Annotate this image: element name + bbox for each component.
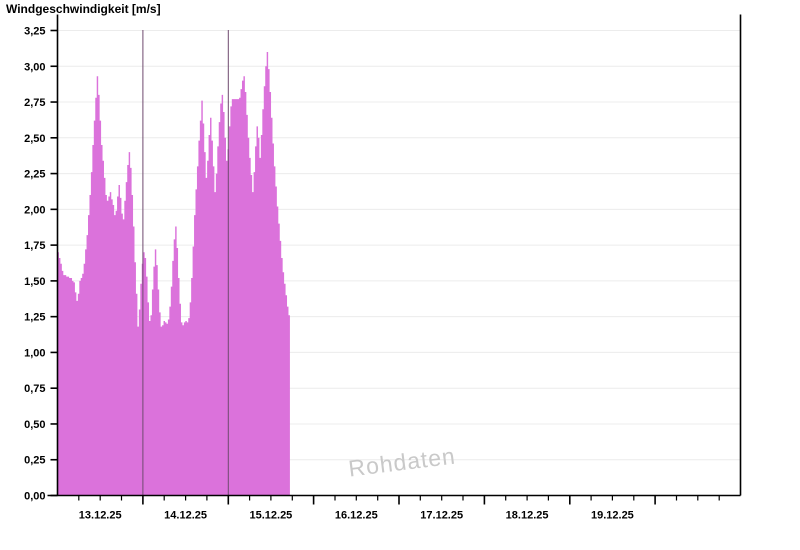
y-tick-label: 1,25 <box>24 312 45 324</box>
y-tick-label: 2,50 <box>24 133 45 145</box>
y-tick-group: 0,00 0,25 0,50 0,75 1,00 1,25 1,50 1,75 2,00 2,25… <box>24 26 58 503</box>
x-tick-label: 16.12.25 <box>335 510 378 522</box>
wind-speed-area <box>57 51 290 496</box>
x-tick-label: 17.12.25 <box>420 510 463 522</box>
day-separator-group <box>142 30 229 496</box>
x-tick-label: 15.12.25 <box>249 510 292 522</box>
watermark-label: Rohdaten <box>347 443 457 482</box>
y-tick-label: 2,00 <box>24 204 45 216</box>
y-tick-label: 0,75 <box>24 383 45 395</box>
y-tick-label: 0,00 <box>24 491 45 503</box>
y-tick-label: 1,75 <box>24 240 45 252</box>
y-tick-label: 0,50 <box>24 419 45 431</box>
x-tick-label: 14.12.25 <box>164 510 207 522</box>
x-tick-label: 18.12.25 <box>506 510 549 522</box>
x-tick-label: 13.12.25 <box>79 510 122 522</box>
y-tick-label: 3,00 <box>24 61 45 73</box>
y-tick-label: 1,50 <box>24 276 45 288</box>
chart-title: Windgeschwindigkeit [m/s] <box>6 2 161 16</box>
area-series-group <box>57 51 290 496</box>
y-tick-label: 2,25 <box>24 169 45 181</box>
y-tick-label: 3,25 <box>24 26 45 38</box>
x-tick-label: 19.12.25 <box>591 510 634 522</box>
y-tick-label: 0,25 <box>24 455 45 467</box>
y-tick-label: 2,75 <box>24 97 45 109</box>
watermark-group: Rohdaten <box>347 443 457 482</box>
gridlines-group <box>57 30 741 461</box>
axis-lines-group <box>47 14 742 497</box>
x-tick-group: 13.12.25 14.12.25 15.12.25 16.12.25 17.12.25… <box>78 495 720 522</box>
y-tick-label: 1,00 <box>24 347 45 359</box>
